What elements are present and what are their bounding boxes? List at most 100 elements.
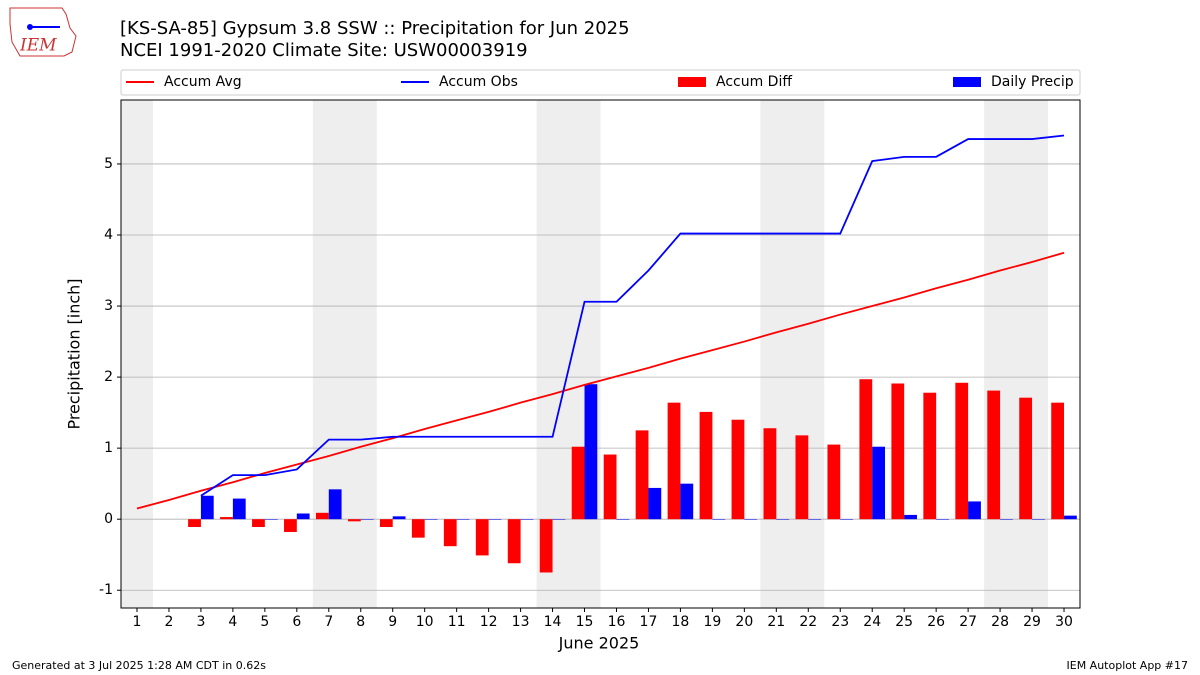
legend-label: Accum Diff	[716, 74, 792, 90]
bar	[392, 516, 406, 520]
bar	[616, 519, 630, 520]
bar	[808, 519, 822, 520]
bar	[936, 519, 949, 520]
x-tick-label: 29	[1023, 614, 1041, 630]
logo: IEM	[9, 7, 77, 57]
x-tick-label: 16	[608, 614, 626, 630]
bar	[712, 519, 726, 520]
bar	[1064, 515, 1077, 520]
bar	[347, 519, 361, 522]
bar	[475, 519, 489, 556]
bar	[360, 519, 374, 520]
x-tick-label: 12	[480, 614, 498, 630]
bar	[456, 519, 470, 520]
x-tick-label: 25	[895, 614, 913, 630]
bar	[603, 454, 617, 520]
bar	[296, 513, 310, 520]
bar	[1051, 402, 1065, 520]
bar	[539, 519, 553, 573]
x-tick-label: 30	[1055, 614, 1073, 630]
bar	[891, 383, 905, 520]
bar	[776, 519, 790, 520]
bar	[315, 512, 329, 520]
logo-dot	[27, 24, 33, 30]
bar	[284, 519, 297, 532]
x-tick-label: 26	[927, 614, 945, 630]
x-tick-label: 15	[576, 614, 594, 630]
bar	[667, 402, 681, 520]
y-tick-label: 4	[104, 227, 113, 243]
bar	[552, 519, 566, 520]
footer-left: Generated at 3 Jul 2025 1:28 AM CDT in 0…	[12, 659, 266, 672]
line	[136, 251, 1065, 510]
x-tick-label: 27	[959, 614, 977, 630]
x-tick-label: 8	[356, 614, 365, 630]
plot-frame	[120, 99, 1081, 609]
x-tick-label: 18	[672, 614, 690, 630]
bar	[744, 519, 758, 520]
bar	[648, 487, 662, 520]
y-tick-label: 2	[104, 369, 113, 385]
bar	[859, 379, 873, 520]
bar	[987, 390, 1001, 520]
x-tick-label: 28	[991, 614, 1009, 630]
x-tick-label: 23	[831, 614, 849, 630]
bar	[827, 444, 841, 520]
x-tick-label: 1	[133, 614, 142, 630]
bar	[188, 519, 201, 528]
logo-text: IEM	[19, 36, 57, 56]
x-tick-label: 14	[544, 614, 562, 630]
y-tick-label: -1	[99, 582, 113, 598]
weekend-shade	[984, 100, 1049, 608]
bar	[328, 489, 342, 520]
y-tick-label: 0	[104, 511, 113, 527]
weekend-shade	[121, 100, 153, 608]
y-tick-label: 1	[104, 440, 113, 456]
legend-box	[120, 69, 1081, 96]
legend-label: Accum Avg	[164, 74, 242, 90]
bar	[220, 517, 233, 520]
bar	[840, 519, 854, 520]
weekend-shade	[760, 100, 825, 608]
legend-label: Accum Obs	[439, 74, 518, 90]
y-tick-label: 5	[104, 156, 113, 172]
x-tick-label: 13	[512, 614, 530, 630]
x-tick-label: 21	[767, 614, 785, 630]
bar	[955, 382, 969, 520]
x-tick-label: 11	[448, 614, 466, 630]
bar	[424, 519, 438, 520]
x-tick-label: 6	[292, 614, 301, 630]
legend-swatch	[953, 77, 981, 87]
bar	[571, 446, 585, 520]
x-tick-label: 20	[735, 614, 753, 630]
chart-title: [KS-SA-85] Gypsum 3.8 SSW :: Precipitati…	[120, 18, 630, 39]
bar	[968, 501, 981, 520]
x-tick-label: 10	[416, 614, 434, 630]
y-tick-label: 3	[104, 298, 113, 314]
legend-swatch	[678, 77, 706, 87]
legend-label: Daily Precip	[991, 74, 1074, 90]
x-tick-label: 4	[228, 614, 237, 630]
bar	[252, 519, 265, 528]
bar	[1000, 519, 1013, 520]
bar	[763, 428, 777, 520]
x-tick-label: 5	[260, 614, 269, 630]
bar	[379, 519, 393, 528]
x-tick-label: 3	[196, 614, 205, 630]
bar	[1019, 397, 1033, 520]
bar	[904, 514, 917, 520]
x-tick-label: 7	[324, 614, 333, 630]
bar	[680, 483, 694, 520]
bar	[232, 498, 246, 520]
bar	[1032, 519, 1045, 520]
bar	[200, 495, 214, 520]
bar	[507, 519, 521, 564]
bar	[264, 519, 278, 520]
bar	[872, 446, 886, 520]
chart-subtitle: NCEI 1991-2020 Climate Site: USW00003919	[120, 40, 528, 61]
x-tick-label: 2	[164, 614, 173, 630]
x-tick-label: 22	[799, 614, 817, 630]
logo-outline	[9, 7, 77, 57]
